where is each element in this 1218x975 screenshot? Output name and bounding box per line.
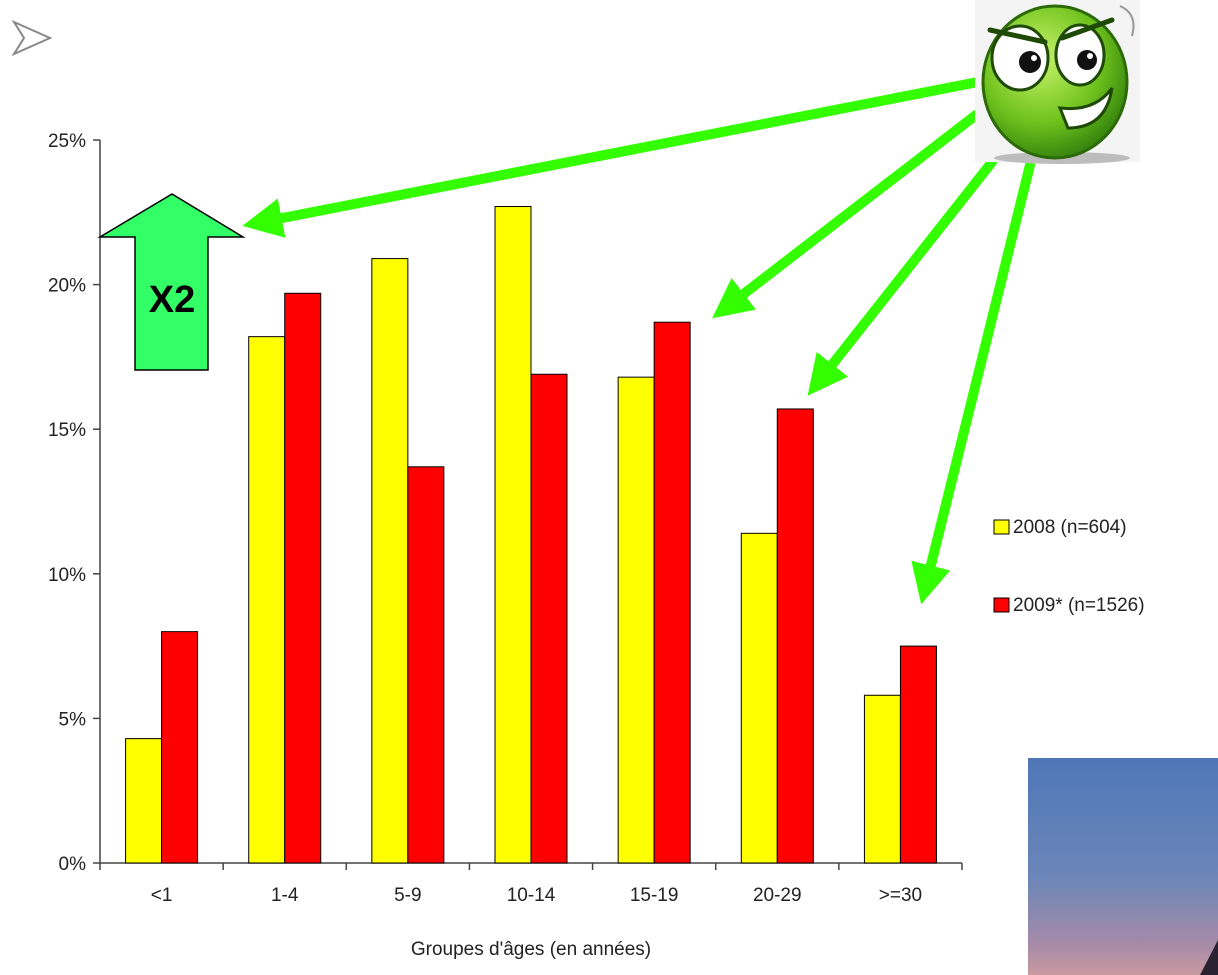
x-tick-label: 1-4 [271, 885, 299, 906]
y-tick-label: 0% [59, 854, 87, 875]
x-tick-label: 20-29 [753, 885, 802, 906]
x2-up-arrow: X2 [97, 193, 246, 371]
bar-2008-20-29 [740, 532, 778, 864]
pointer-arrow-to-20-29 [807, 157, 997, 396]
y-tick-label: 10% [48, 565, 86, 586]
legend-label-2009: 2009* (n=1526) [1013, 595, 1145, 616]
bar-2009-<1 [161, 631, 199, 864]
bar-2008-5-9 [371, 258, 409, 864]
bar-2008->=30 [863, 694, 901, 864]
x-tick-label: 5-9 [394, 885, 421, 906]
bar-2008-<1 [125, 738, 163, 864]
bar-2008-15-19 [617, 376, 655, 864]
legend: 2008 (n=604) 2009* (n=1526) [993, 517, 1145, 616]
x-ticks: <1 1-4 5-9 10-14 15-19 20-29 >=30 [99, 863, 963, 906]
pointer-arrow-to-15-19 [712, 110, 981, 319]
bar-2009-10-14 [530, 373, 568, 864]
pointer-arrow-to-x2 [242, 77, 983, 238]
x-tick-label: 15-19 [630, 885, 679, 906]
x-axis-label: Groupes d'âges (en années) [411, 939, 651, 960]
x-tick-label: >=30 [879, 885, 922, 906]
bar-2009-15-19 [653, 321, 691, 864]
pointer-arrows [242, 77, 1035, 605]
bar-2009-20-29 [776, 408, 814, 864]
y-ticks: 0% 5% 10% 15% 20% 25% [48, 131, 100, 875]
arrowhead-bullet-icon [11, 19, 53, 57]
bar-2009-5-9 [407, 466, 445, 864]
bars [125, 206, 937, 864]
legend-swatch-2008 [993, 519, 1010, 535]
x-tick-label: 10-14 [507, 885, 556, 906]
legend-swatch-2009 [993, 597, 1010, 613]
green-smiley-icon [975, 0, 1140, 164]
bar-2008-1-4 [248, 336, 286, 864]
bar-2009->=30 [899, 645, 937, 864]
pointer-arrow-to-30plus [911, 160, 1035, 605]
bar-2009-1-4 [284, 292, 322, 864]
y-tick-label: 15% [48, 420, 86, 441]
y-tick-label: 5% [59, 709, 87, 730]
x2-label: X2 [149, 279, 195, 321]
dusk-sky-photo [1028, 758, 1218, 975]
y-tick-label: 20% [48, 276, 86, 297]
up-arrow-shape [97, 193, 246, 371]
x-tick-label: <1 [151, 885, 173, 906]
legend-label-2008: 2008 (n=604) [1013, 517, 1127, 538]
y-tick-label: 25% [48, 131, 86, 152]
bar-2008-10-14 [494, 206, 532, 864]
